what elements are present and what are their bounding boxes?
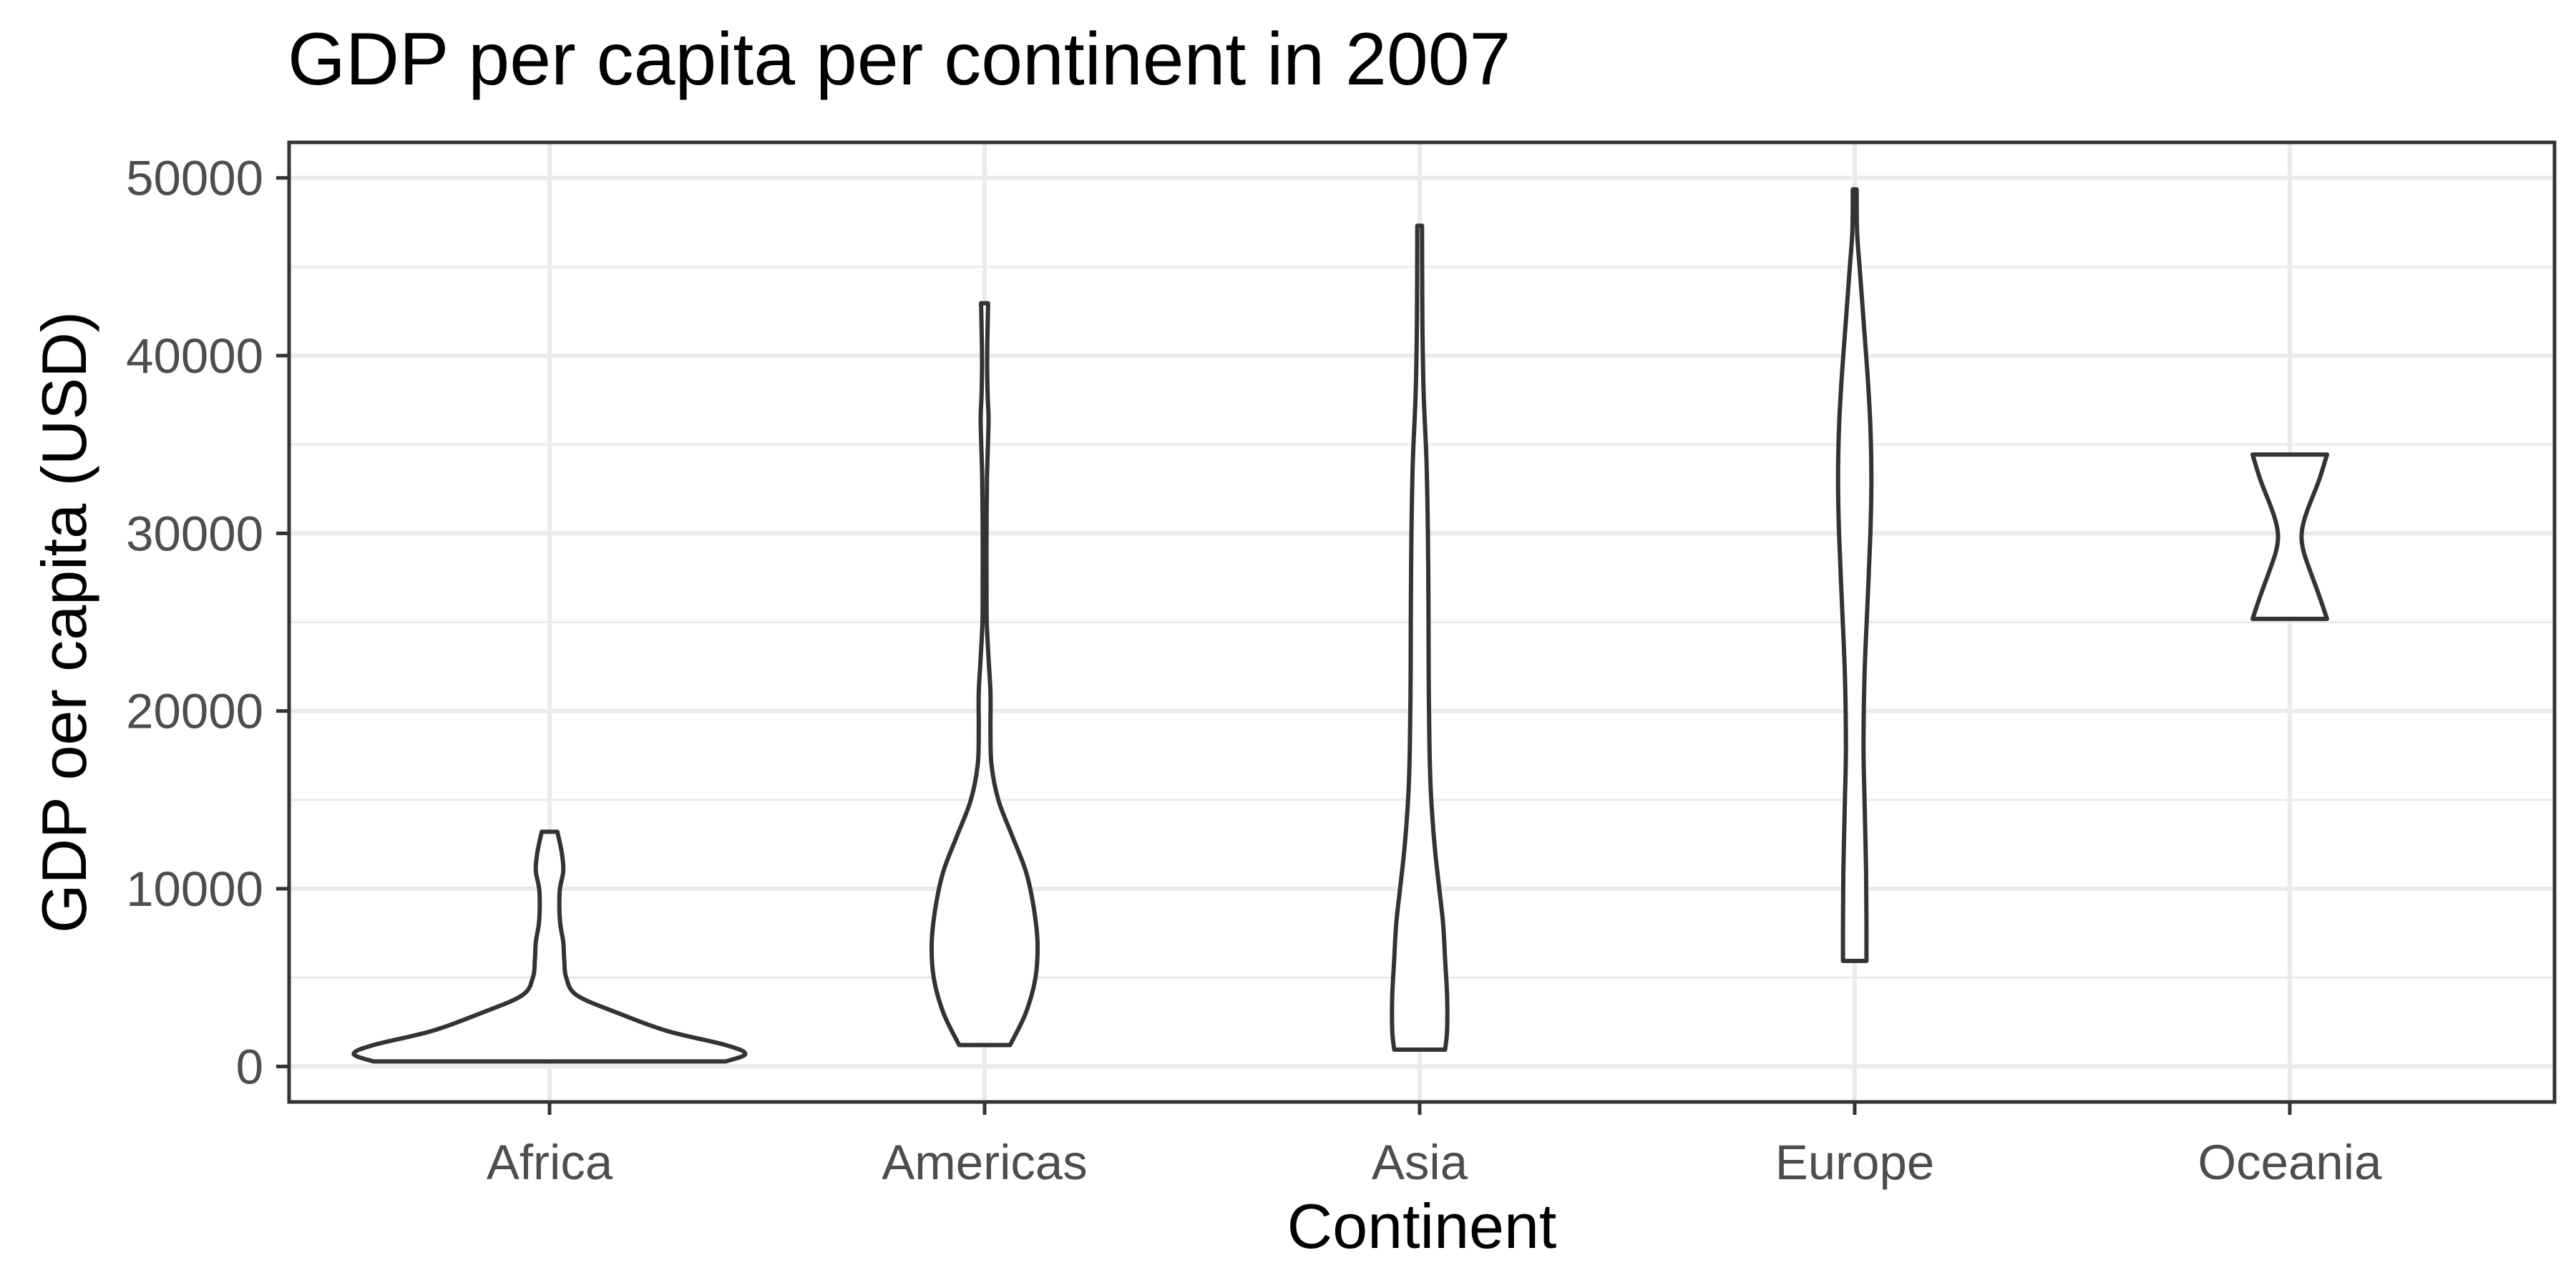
x-tick-label: Asia [1372, 1135, 1468, 1190]
y-tick-label: 50000 [126, 151, 263, 206]
violin-asia [1390, 223, 1450, 1052]
x-axis-title: Continent [1287, 1191, 1557, 1262]
y-tick-label: 0 [236, 1039, 263, 1094]
axes: 0 10000 20000 30000 40000 50000 Africa Americas… [126, 151, 2382, 1190]
x-tick-label: Americas [882, 1135, 1088, 1190]
violin-africa [351, 829, 748, 1064]
chart-title: GDP per capita per continent in 2007 [288, 18, 1511, 101]
violin-oceania [2250, 452, 2329, 621]
y-tick-label: 40000 [126, 328, 263, 384]
violin-europe [1835, 187, 1874, 963]
y-axis-title: GDP oer capita (USD) [29, 311, 99, 933]
y-tick-label: 20000 [126, 684, 263, 739]
y-tick-label: 30000 [126, 506, 263, 561]
x-tick-label: Oceania [2198, 1135, 2383, 1190]
x-tick-label: Africa [487, 1135, 613, 1190]
plot-panel-border [287, 140, 2557, 1104]
x-tick-label: Europe [1775, 1135, 1935, 1190]
violins [351, 187, 2329, 1064]
violin-americas [929, 301, 1040, 1048]
y-tick-label: 10000 [126, 862, 263, 917]
